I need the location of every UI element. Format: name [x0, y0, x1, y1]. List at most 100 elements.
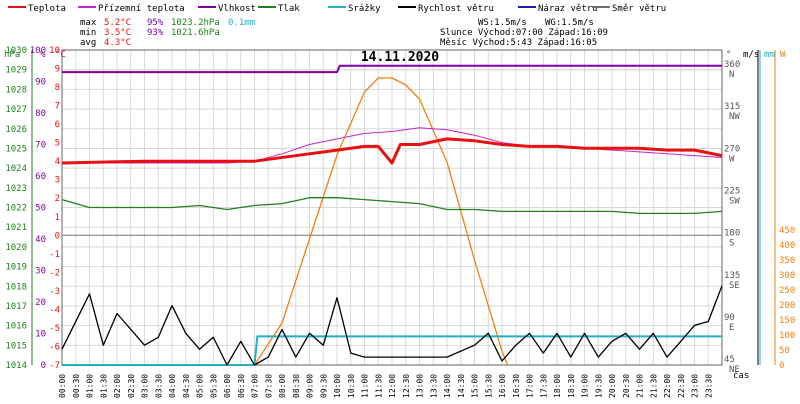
- legend-label: Rychlost větru: [418, 4, 494, 14]
- tick-time: 03:00: [141, 374, 150, 398]
- tick-pct: 90: [35, 78, 46, 88]
- tick-dir: NW: [729, 112, 740, 122]
- tick-hpa: 1021: [5, 223, 27, 233]
- tick-w: 100: [779, 331, 795, 341]
- header-text: Teplota Přízemní teplota Vlhkost Tlak Srážky…: [8, 4, 666, 48]
- tick-dir: S: [729, 239, 734, 249]
- tick-time: 20:30: [622, 374, 631, 398]
- tick-hpa: 1029: [5, 66, 27, 76]
- info-ws: WS:1.5m/s: [478, 18, 527, 28]
- tick-hpa: 1015: [5, 341, 27, 351]
- axis-deg-label: °: [726, 50, 731, 60]
- legend-label: Přízemní teplota: [98, 4, 185, 14]
- tick-time: 22:00: [663, 374, 672, 398]
- plot-frame: [61, 49, 723, 366]
- legend-label: Tlak: [278, 4, 300, 14]
- tick-time: 07:30: [264, 374, 273, 398]
- series-solar: [253, 77, 509, 366]
- stats-label: avg: [80, 38, 96, 48]
- tick-c: 6: [55, 120, 60, 130]
- tick-time: 12:00: [388, 374, 397, 398]
- legend-label: Srážky: [348, 4, 381, 14]
- tick-deg: 225: [724, 186, 740, 196]
- tick-pct: 80: [35, 109, 46, 119]
- series-vlhkost: [62, 64, 722, 74]
- tick-deg: 180: [724, 229, 740, 239]
- tick-time: 23:00: [691, 374, 700, 398]
- tick-c: 8: [55, 83, 60, 93]
- tick-hpa: 1020: [5, 243, 27, 253]
- series-tlak: [61, 197, 723, 215]
- tick-c: -3: [49, 287, 60, 297]
- tick-time: 21:30: [649, 374, 658, 398]
- tick-c: 9: [55, 65, 60, 75]
- tick-dir: N: [729, 70, 734, 80]
- tick-pct: 70: [35, 141, 46, 151]
- tick-time: 18:30: [567, 374, 576, 398]
- axis-x-label: čas: [733, 370, 749, 381]
- tick-w: 200: [779, 301, 795, 311]
- tick-hpa: 1019: [5, 263, 27, 273]
- tick-deg: 315: [724, 102, 740, 112]
- tick-time: 19:30: [594, 374, 603, 398]
- tick-dir: SE: [729, 281, 740, 291]
- tick-deg: 45: [724, 355, 735, 365]
- tick-c: 7: [55, 102, 60, 112]
- legend-label: Vlhkost: [218, 4, 256, 14]
- legend-label: Směr větru: [612, 4, 666, 14]
- tick-w: 400: [779, 241, 795, 251]
- axis-c-label: °C: [55, 50, 66, 60]
- stats-press: 1023.2hPa: [171, 18, 220, 28]
- axis-ms-label: m/s: [743, 50, 759, 60]
- tick-hpa: 1018: [5, 282, 27, 292]
- tick-time: 23:30: [704, 374, 713, 398]
- tick-time: 20:00: [608, 374, 617, 398]
- tick-hpa: 1026: [5, 125, 27, 135]
- tick-time: 22:30: [677, 374, 686, 398]
- stats-temp: 4.3°C: [104, 38, 131, 48]
- tick-time: 07:00: [251, 374, 260, 398]
- tick-hpa: 1023: [5, 184, 27, 194]
- tick-c: 1: [55, 213, 60, 223]
- tick-c: 2: [55, 194, 60, 204]
- tick-c: -4: [49, 305, 60, 315]
- info-moon: Měsíc Východ:5:43 Západ:16:05: [440, 38, 597, 48]
- series-teplota: [61, 137, 723, 165]
- tick-w: 50: [779, 346, 790, 356]
- tick-time: 00:00: [58, 374, 67, 398]
- tick-c: -7: [49, 361, 60, 371]
- series-lines: [61, 64, 723, 366]
- tick-time: 04:00: [168, 374, 177, 398]
- tick-time: 11:30: [374, 374, 383, 398]
- tick-hpa: 1025: [5, 144, 27, 154]
- tick-time: 09:30: [319, 374, 328, 398]
- stats-label: min: [80, 28, 96, 38]
- tick-dir: SW: [729, 196, 740, 206]
- tick-pct: 30: [35, 267, 46, 277]
- tick-time: 05:00: [196, 374, 205, 398]
- stats-hum: 95%: [147, 18, 164, 28]
- tick-time: 21:00: [636, 374, 645, 398]
- tick-time: 13:30: [429, 374, 438, 398]
- tick-time: 17:00: [526, 374, 535, 398]
- tick-time: 02:30: [127, 374, 136, 398]
- tick-time: 06:30: [237, 374, 246, 398]
- stats-rain: 0.1mm: [228, 18, 255, 28]
- tick-time: 16:30: [512, 374, 521, 398]
- tick-time: 02:00: [113, 374, 122, 398]
- tick-time: 15:30: [484, 374, 493, 398]
- tick-time: 17:30: [539, 374, 548, 398]
- tick-w: 300: [779, 271, 795, 281]
- tick-time: 18:00: [553, 374, 562, 398]
- tick-hpa: 1030: [5, 46, 27, 56]
- tick-w: 450: [779, 226, 795, 236]
- tick-hpa: 1014: [5, 361, 27, 371]
- tick-pct: 20: [35, 298, 46, 308]
- info-wg: WG:1.5m/s: [545, 18, 594, 28]
- tick-time: 08:00: [278, 374, 287, 398]
- tick-c: -6: [49, 342, 60, 352]
- chart-title: 14.11.2020: [361, 50, 439, 65]
- axis-hpa-label: hPa: [4, 50, 20, 60]
- tick-c: 4: [55, 157, 60, 167]
- axis-mm-label: mm: [764, 50, 775, 60]
